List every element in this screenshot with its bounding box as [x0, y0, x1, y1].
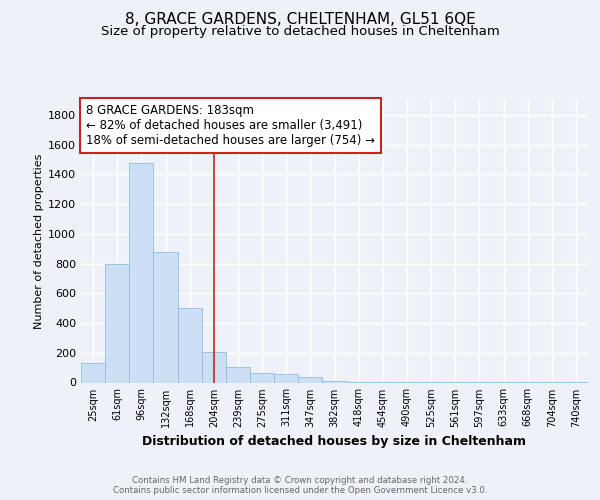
Bar [274, 374, 298, 382]
Text: Contains HM Land Registry data © Crown copyright and database right 2024.: Contains HM Land Registry data © Crown c… [132, 476, 468, 485]
Text: 8 GRACE GARDENS: 183sqm
← 82% of detached houses are smaller (3,491)
18% of semi: 8 GRACE GARDENS: 183sqm ← 82% of detache… [86, 104, 375, 147]
Bar [81, 363, 105, 382]
Bar [154, 252, 178, 382]
Bar [322, 381, 347, 382]
Bar [226, 367, 250, 382]
Text: Contains public sector information licensed under the Open Government Licence v3: Contains public sector information licen… [113, 486, 487, 495]
Bar [178, 308, 202, 382]
Y-axis label: Number of detached properties: Number of detached properties [34, 154, 44, 329]
Bar [298, 378, 322, 382]
Bar [202, 352, 226, 382]
X-axis label: Distribution of detached houses by size in Cheltenham: Distribution of detached houses by size … [143, 435, 527, 448]
Bar [129, 163, 154, 382]
Bar [105, 264, 129, 382]
Text: Size of property relative to detached houses in Cheltenham: Size of property relative to detached ho… [101, 25, 499, 38]
Bar [250, 373, 274, 382]
Text: 8, GRACE GARDENS, CHELTENHAM, GL51 6QE: 8, GRACE GARDENS, CHELTENHAM, GL51 6QE [125, 12, 475, 28]
